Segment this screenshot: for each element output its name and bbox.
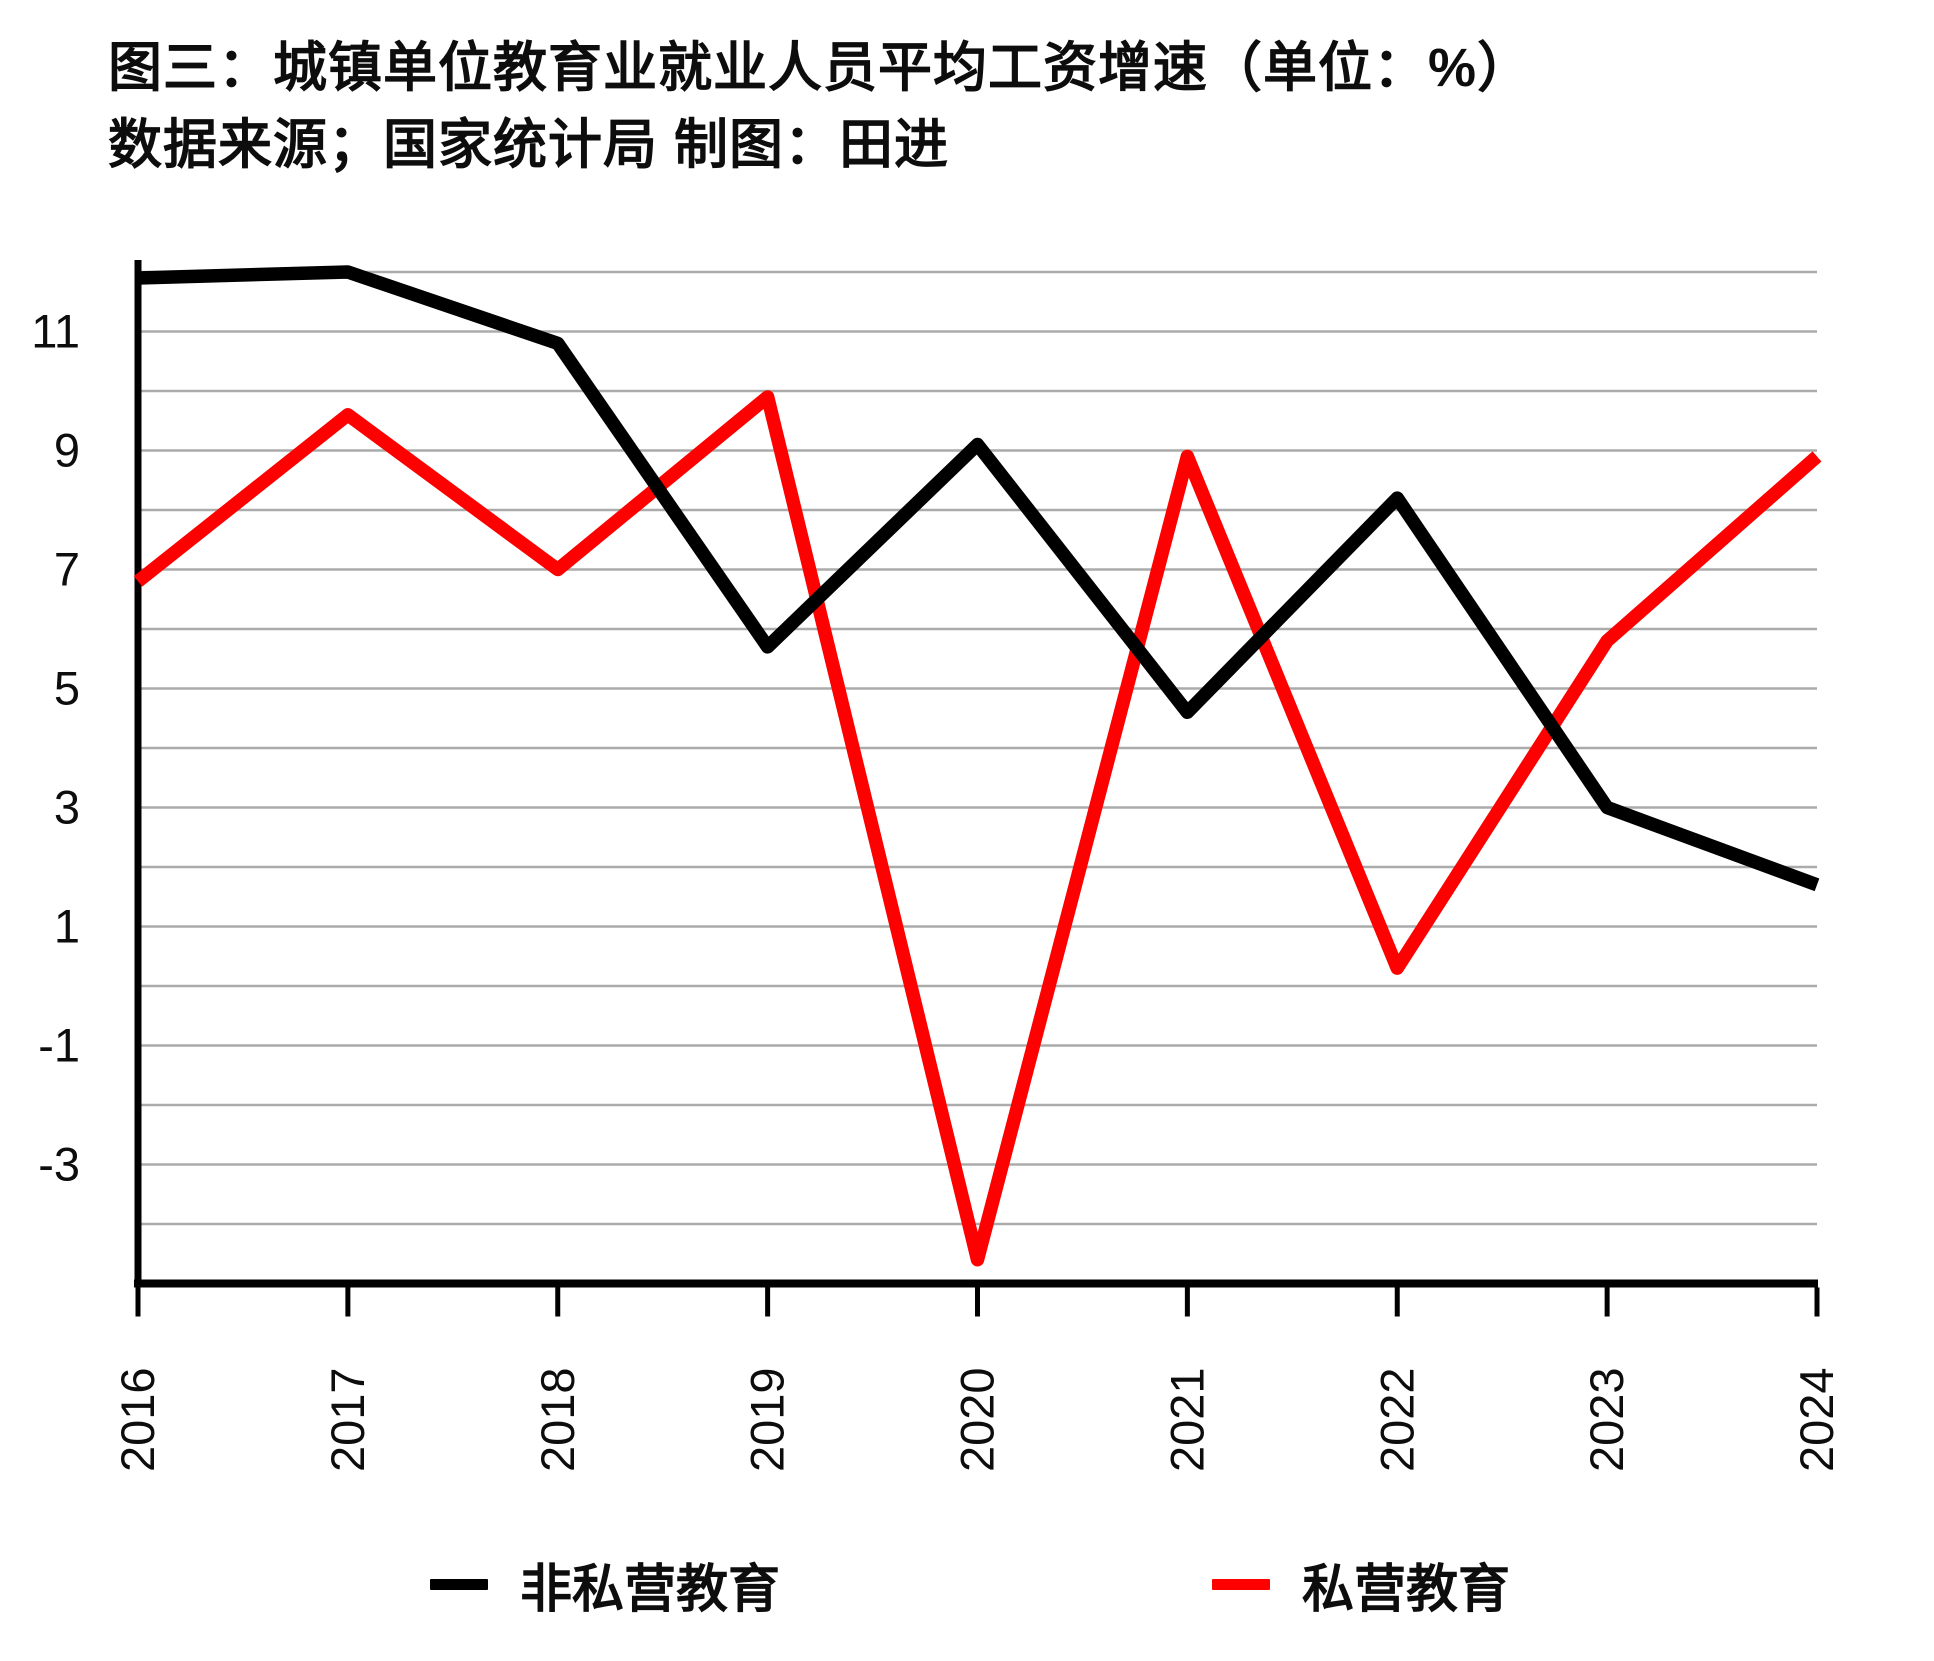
title-block: 图三：城镇单位教育业就业人员平均工资增速（单位：%） 数据来源；国家统计局 制图… xyxy=(108,30,1532,184)
series-line-non-private xyxy=(137,265,1820,892)
x-tick-label: 2017 xyxy=(321,1367,374,1472)
x-tick-label: 2021 xyxy=(1160,1367,1213,1472)
y-tick-label: -1 xyxy=(38,1019,80,1072)
x-tick-label: 2020 xyxy=(951,1367,1004,1472)
y-tick-label: 5 xyxy=(54,662,80,715)
x-tick-label: 2023 xyxy=(1580,1367,1633,1472)
y-tick-label: 11 xyxy=(31,305,80,358)
x-tick-label: 2022 xyxy=(1370,1367,1423,1472)
legend-label-private: 私营教育 xyxy=(1302,1560,1511,1619)
non-private-line-swatch xyxy=(430,1578,488,1590)
y-tick-label: 1 xyxy=(54,900,80,953)
legend-label-non-private: 非私营教育 xyxy=(520,1560,781,1619)
x-tick-label: 2024 xyxy=(1790,1367,1843,1472)
x-tick-label: 2016 xyxy=(111,1367,164,1472)
x-tick-label: 2019 xyxy=(741,1367,794,1472)
legend-item-private: 私营教育 xyxy=(1212,1548,1510,1620)
y-tick-label: 3 xyxy=(54,781,80,834)
y-tick-label: 7 xyxy=(54,543,80,596)
chart-title: 图三：城镇单位教育业就业人员平均工资增速（单位：%） xyxy=(108,38,1533,98)
chart-source-note: 数据来源；国家统计局 制图：田进 xyxy=(108,115,950,175)
y-tick-label: -3 xyxy=(38,1138,80,1191)
private-line-swatch xyxy=(1212,1578,1270,1590)
x-tick-label: 2018 xyxy=(531,1367,584,1472)
series-line-private xyxy=(133,390,1822,1267)
legend-item-non-private: 非私营教育 xyxy=(430,1548,780,1620)
legend: 非私营教育 私营教育 xyxy=(0,1548,1934,1628)
y-tick-label: 9 xyxy=(54,424,80,477)
